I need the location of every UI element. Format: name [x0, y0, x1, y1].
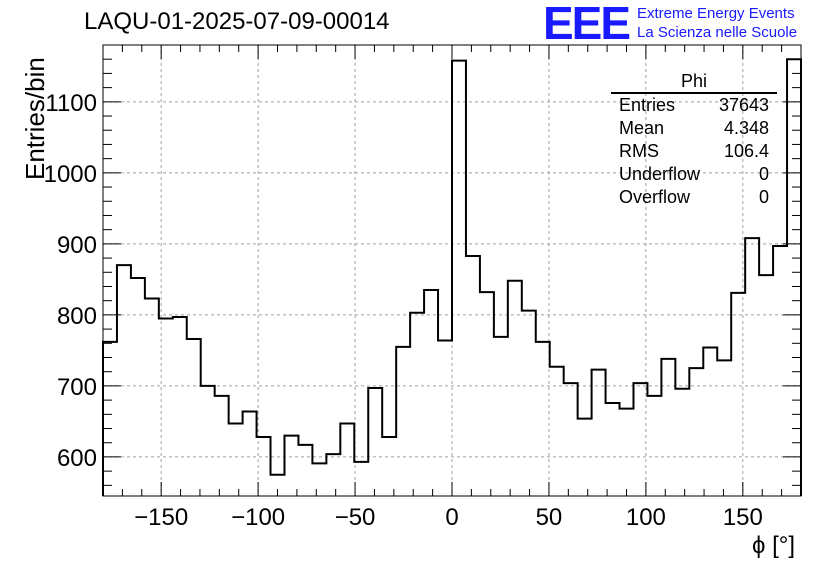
histogram-bin — [117, 265, 131, 496]
histogram-bin — [717, 360, 731, 496]
x-axis-label: ϕ [°] — [752, 532, 796, 559]
stats-label: Mean — [619, 118, 665, 138]
histogram-bin — [410, 313, 424, 496]
histogram-bin — [452, 61, 466, 496]
histogram-bin — [536, 342, 550, 496]
histogram-bin — [368, 388, 382, 496]
histogram-bin — [326, 454, 340, 496]
stats-title: Phi — [611, 70, 777, 94]
histogram-bin — [382, 437, 396, 496]
stats-row: RMS 106.4 — [611, 140, 777, 163]
histogram-bin — [298, 445, 312, 496]
y-tick-label: 1100 — [45, 90, 97, 117]
x-tick-label: 0 — [445, 504, 458, 531]
y-tick-label: 900 — [57, 232, 97, 259]
histogram-bin — [173, 317, 187, 496]
stats-label: Entries — [619, 95, 676, 115]
histogram-bin — [215, 396, 229, 496]
histogram-bin — [759, 275, 773, 496]
histogram-bin — [438, 340, 452, 496]
y-tick-label: 800 — [57, 303, 97, 330]
histogram-bin — [480, 292, 494, 496]
y-tick-label: 1000 — [44, 161, 97, 188]
histogram-bin — [271, 475, 285, 496]
y-tick-label: 600 — [57, 445, 97, 472]
histogram-bin — [103, 342, 117, 496]
histogram-bin — [229, 424, 243, 496]
histogram-bin — [354, 462, 368, 496]
stats-box: Phi Entries 37643 Mean 4.348 RMS 106.4 U… — [611, 70, 777, 209]
stats-label: Underflow — [619, 164, 701, 184]
eee-logo-mark: EEE — [543, 0, 631, 49]
histogram-bin — [689, 368, 703, 496]
histogram-bin — [703, 348, 717, 496]
histogram-bin — [550, 367, 564, 496]
histogram-bin — [592, 370, 606, 496]
stats-row: Overflow 0 — [611, 186, 777, 209]
histogram-bin — [201, 386, 215, 496]
histogram-bin — [787, 59, 801, 496]
logo-line-1: Extreme Energy Events — [637, 5, 795, 22]
logo-line-2: La Scienza nelle Scuole — [637, 24, 798, 41]
histogram-bin — [284, 436, 298, 496]
stats-value: 37643 — [718, 95, 769, 115]
histogram-bin — [620, 409, 634, 496]
histogram-bin — [522, 311, 536, 496]
x-tick-label: 100 — [626, 504, 666, 531]
histogram-bin — [606, 403, 620, 496]
histogram-bin — [661, 359, 675, 496]
stats-value: 0 — [758, 164, 769, 184]
x-tick-label: −150 — [134, 504, 188, 531]
histogram-bin — [466, 256, 480, 496]
x-tick-label: 150 — [723, 504, 763, 531]
histogram-bin — [257, 437, 271, 496]
y-axis-label: Entries/bin — [20, 57, 50, 180]
stats-label: RMS — [619, 141, 659, 161]
stats-value: 4.348 — [723, 118, 769, 138]
histogram-bin — [731, 293, 745, 496]
histogram-bin — [494, 337, 508, 496]
histogram-bin — [647, 396, 661, 496]
x-tick-label: −100 — [231, 504, 285, 531]
histogram-bin — [508, 281, 522, 496]
histogram-bin — [773, 246, 787, 496]
stats-value: 106.4 — [723, 141, 769, 161]
histogram-bin — [145, 299, 159, 496]
stats-row: Entries 37643 — [611, 94, 777, 117]
histogram-bin — [187, 339, 201, 496]
histogram-bin — [424, 290, 438, 496]
x-tick-label: 50 — [536, 504, 563, 531]
histogram-bin — [159, 318, 173, 496]
x-tick-label: −50 — [335, 504, 376, 531]
y-tick-label: 700 — [57, 374, 97, 401]
histogram-bin — [745, 238, 759, 496]
chart-title: LAQU-01-2025-07-09-00014 — [84, 8, 390, 35]
histogram-series — [102, 58, 802, 496]
stats-row: Mean 4.348 — [611, 117, 777, 140]
stats-row: Underflow 0 — [611, 163, 777, 186]
stats-label: Overflow — [619, 187, 691, 207]
histogram-bin — [578, 419, 592, 496]
histogram-bin — [564, 383, 578, 496]
plot-frame — [102, 44, 802, 497]
histogram-bin — [243, 411, 257, 496]
histogram-bin — [340, 424, 354, 496]
histogram-bin — [675, 389, 689, 496]
histogram-bin — [633, 383, 647, 496]
histogram-bin — [396, 347, 410, 496]
stats-value: 0 — [758, 187, 769, 207]
histogram-bin — [312, 463, 326, 496]
histogram-bin — [131, 278, 145, 496]
